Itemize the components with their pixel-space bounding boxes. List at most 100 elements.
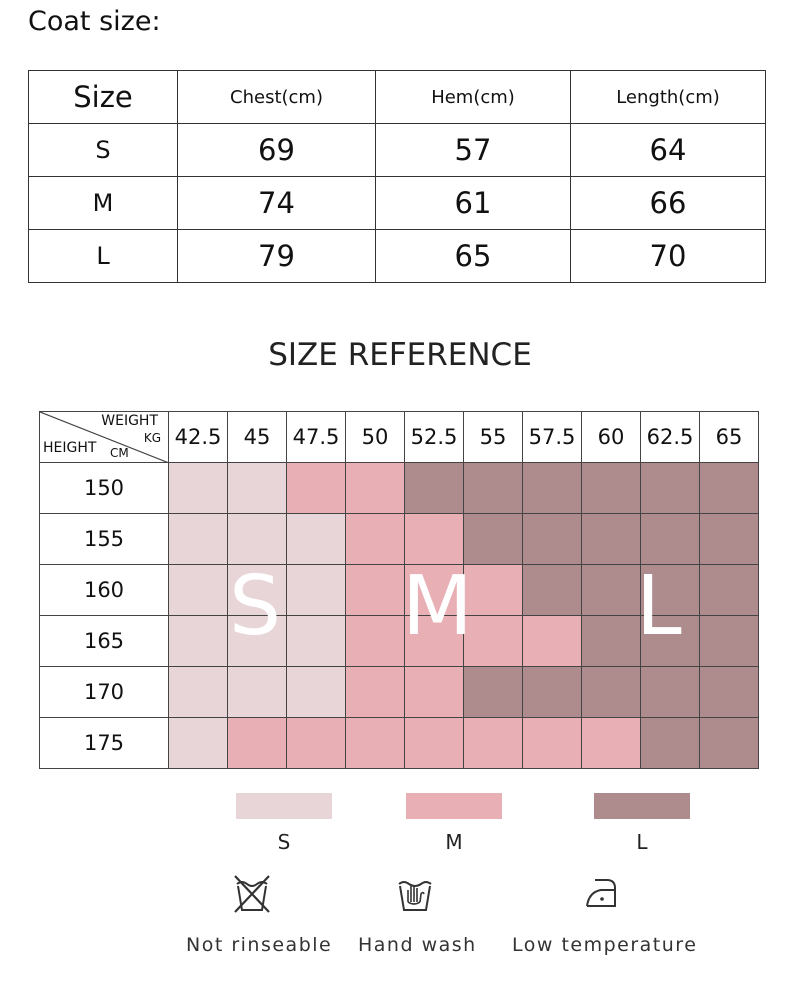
- size-cell-s: [228, 514, 287, 565]
- size-cell-l: [582, 565, 641, 616]
- care-label-low-temperature: Low temperature: [512, 934, 698, 956]
- size-cell-l: [641, 463, 700, 514]
- table-row: M 74 61 66: [28, 176, 766, 230]
- care-label-not-rinseable: Not rinseable: [186, 934, 333, 956]
- size-cell-l: [700, 616, 759, 667]
- size-cell-m: [287, 463, 346, 514]
- header-chest: Chest(cm): [177, 70, 376, 124]
- grid-corner-header: WEIGHT KG HEIGHT CM: [40, 412, 169, 463]
- size-cell-s: [287, 565, 346, 616]
- size-cell-m: [464, 565, 523, 616]
- weight-column-header: 52.5: [405, 412, 464, 463]
- size-cell-l: [523, 514, 582, 565]
- length-cell: 64: [570, 123, 766, 177]
- weight-column-header: 57.5: [523, 412, 582, 463]
- no-wash-icon: [234, 875, 270, 913]
- cm-label: CM: [110, 446, 129, 460]
- size-cell-l: [523, 463, 582, 514]
- size-cell-m: [346, 718, 405, 769]
- weight-column-header: 65: [700, 412, 759, 463]
- size-reference-grid: WEIGHT KG HEIGHT CM 42.5 45 47.5 50 52.5 55 57…: [39, 411, 759, 769]
- size-cell-l: [700, 514, 759, 565]
- height-row-label: 175: [40, 718, 169, 769]
- size-cell-m: [346, 565, 405, 616]
- size-cell-m: [346, 616, 405, 667]
- size-cell-l: [641, 514, 700, 565]
- weight-column-header: 42.5: [169, 412, 228, 463]
- length-cell: 70: [570, 229, 766, 283]
- size-cell-s: [169, 667, 228, 718]
- size-cell-l: [582, 616, 641, 667]
- weight-column-header: 62.5: [641, 412, 700, 463]
- height-row-label: 160: [40, 565, 169, 616]
- chest-cell: 74: [177, 176, 376, 230]
- weight-column-header: 55: [464, 412, 523, 463]
- coat-size-table: Size Chest(cm) Hem(cm) Length(cm) S 69 5…: [28, 70, 766, 283]
- size-cell-l: [523, 565, 582, 616]
- hem-cell: 61: [375, 176, 571, 230]
- size-cell-s: [169, 463, 228, 514]
- size-cell-m: [405, 565, 464, 616]
- size-cell-s: [169, 514, 228, 565]
- size-cell-s: [228, 565, 287, 616]
- size-cell-s: [228, 616, 287, 667]
- height-row-label: 150: [40, 463, 169, 514]
- height-row-label: 165: [40, 616, 169, 667]
- size-cell-l: [523, 667, 582, 718]
- size-reference-title: SIZE REFERENCE: [268, 337, 532, 373]
- size-cell-l: [641, 667, 700, 718]
- size-cell-l: [464, 667, 523, 718]
- legend-swatch-l: [594, 793, 690, 819]
- size-cell-s: [287, 667, 346, 718]
- hem-cell: 65: [375, 229, 571, 283]
- size-cell-m: [523, 616, 582, 667]
- weight-column-header: 50: [346, 412, 405, 463]
- height-label: HEIGHT: [43, 440, 97, 456]
- weight-label: WEIGHT: [101, 413, 158, 429]
- size-cell: S: [28, 123, 178, 177]
- size-cell-m: [405, 616, 464, 667]
- chest-cell: 69: [177, 123, 376, 177]
- table-row: S 69 57 64: [28, 123, 766, 177]
- kg-label: KG: [143, 431, 161, 445]
- legend-swatch-m: [406, 793, 502, 819]
- size-cell-s: [228, 463, 287, 514]
- header-length: Length(cm): [570, 70, 766, 124]
- size-cell-l: [641, 718, 700, 769]
- low-temperature-iron-icon: [586, 879, 616, 907]
- weight-column-header: 60: [582, 412, 641, 463]
- legend-label-l: L: [636, 830, 648, 854]
- header-size: Size: [28, 70, 178, 124]
- size-cell-l: [582, 667, 641, 718]
- size-cell-l: [700, 667, 759, 718]
- page-title: Coat size:: [28, 6, 161, 37]
- size-cell-m: [346, 463, 405, 514]
- size-cell-s: [169, 565, 228, 616]
- size-cell-s: [169, 616, 228, 667]
- legend-swatch-s: [236, 793, 332, 819]
- hem-cell: 57: [375, 123, 571, 177]
- size-cell-m: [346, 667, 405, 718]
- table-row: L 79 65 70: [28, 229, 766, 283]
- size-cell-l: [464, 463, 523, 514]
- legend-label-m: M: [445, 830, 463, 854]
- care-label-hand-wash: Hand wash: [358, 934, 477, 956]
- size-cell-m: [523, 718, 582, 769]
- height-row-label: 170: [40, 667, 169, 718]
- size-cell-l: [700, 463, 759, 514]
- size-cell-l: [700, 718, 759, 769]
- size-cell-m: [346, 514, 405, 565]
- size-cell-s: [287, 616, 346, 667]
- size-cell-m: [405, 718, 464, 769]
- corner-diagonal: [40, 412, 168, 462]
- size-cell-m: [228, 718, 287, 769]
- size-cell-m: [405, 514, 464, 565]
- length-cell: 66: [570, 176, 766, 230]
- size-cell-l: [464, 514, 523, 565]
- weight-column-header: 45: [228, 412, 287, 463]
- size-cell-s: [228, 667, 287, 718]
- size-cell-s: [169, 718, 228, 769]
- chest-cell: 79: [177, 229, 376, 283]
- size-cell-m: [464, 718, 523, 769]
- size-cell: M: [28, 176, 178, 230]
